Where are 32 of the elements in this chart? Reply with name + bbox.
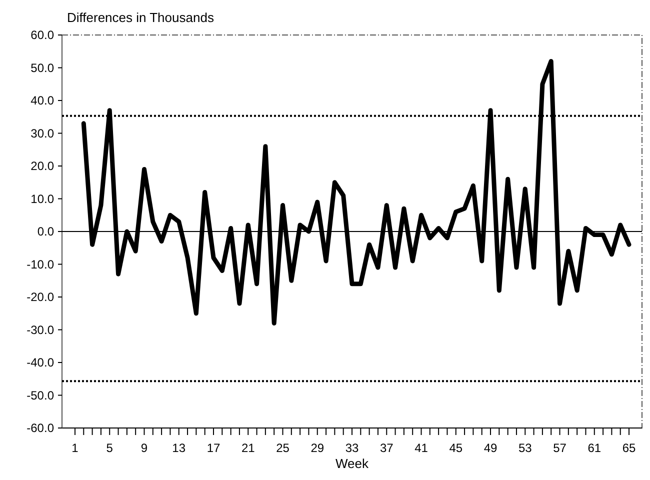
x-tick-label: 13 [172, 441, 186, 455]
y-tick-label: -40.0 [26, 356, 54, 370]
y-tick-label: 30.0 [30, 126, 54, 140]
y-tick-label: -60.0 [26, 421, 54, 436]
x-tick-label: 9 [140, 441, 148, 455]
x-tick-label: 5 [106, 441, 114, 455]
y-tick-label: 40.0 [30, 94, 54, 108]
y-tick-label: -20.0 [26, 290, 54, 304]
x-axis-title: Week [336, 456, 369, 471]
y-tick-label: 60.0 [30, 28, 54, 42]
x-tick-label: 37 [380, 441, 394, 455]
x-tick-label: 29 [310, 441, 324, 455]
x-tick-label: 49 [484, 441, 498, 455]
y-tick-label: 0.0 [37, 224, 54, 239]
y-tick-label: 50.0 [30, 60, 54, 75]
x-tick-label: 21 [241, 441, 256, 455]
y-tick-label: -30.0 [26, 322, 54, 337]
x-tick-label: 57 [553, 441, 567, 455]
x-tick-label: 61 [588, 441, 602, 455]
x-tick-label: 25 [276, 441, 290, 455]
y-tick-label: -50.0 [26, 388, 54, 402]
y-tick-label: -10.0 [26, 257, 54, 272]
x-tick-label: 1 [72, 441, 79, 455]
x-tick-label: 65 [622, 441, 636, 455]
y-tick-label: 20.0 [30, 159, 54, 174]
chart-title: Differences in Thousands [67, 10, 214, 25]
x-tick-label: 53 [518, 441, 532, 455]
x-tick-label: 17 [206, 441, 220, 455]
x-tick-label: 45 [449, 441, 463, 455]
x-tick-label: 41 [414, 441, 428, 455]
y-tick-label: 10.0 [30, 192, 54, 206]
x-tick-label: 33 [345, 441, 359, 455]
